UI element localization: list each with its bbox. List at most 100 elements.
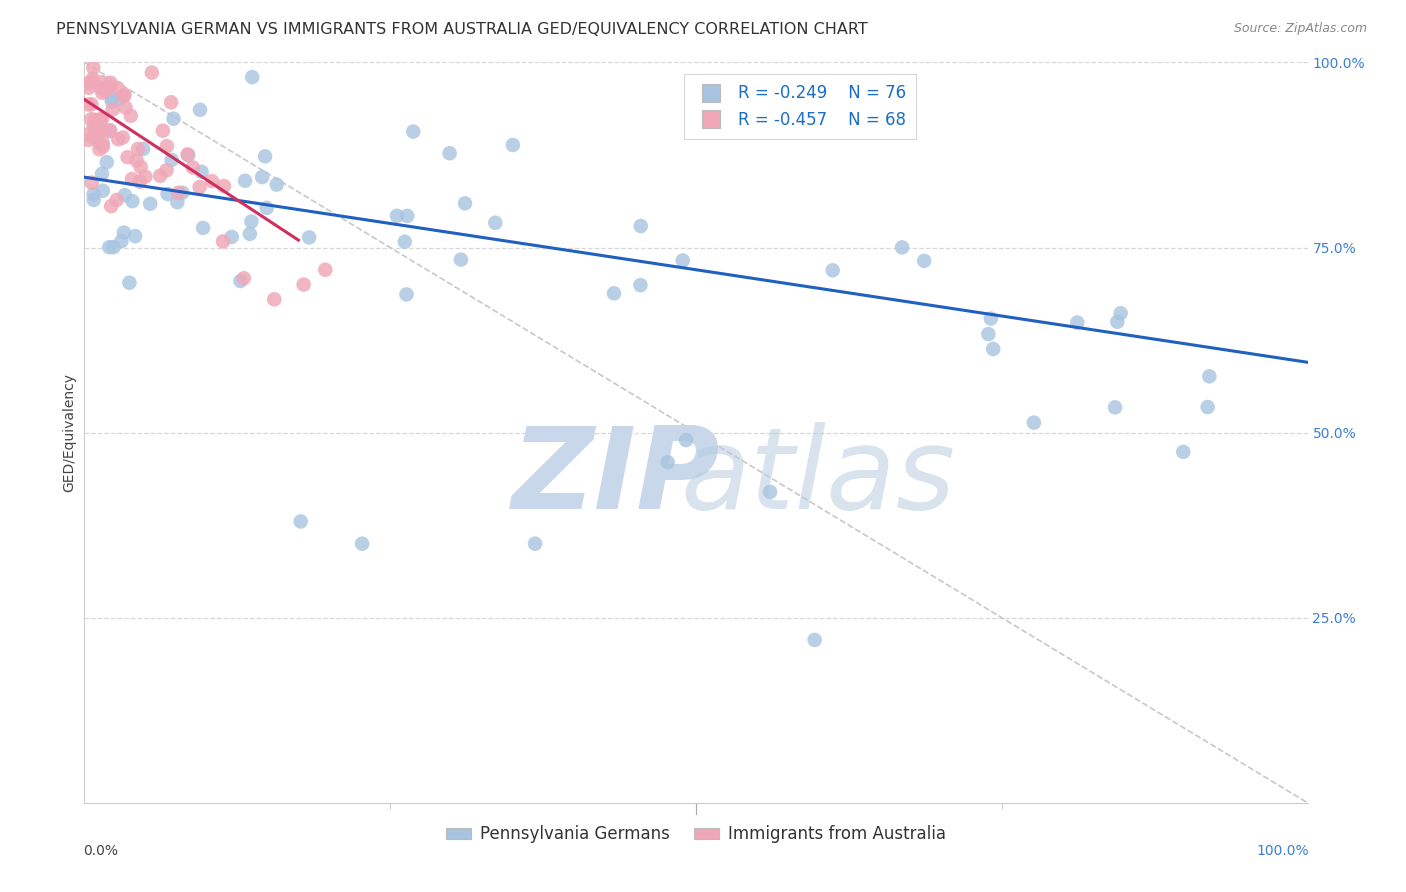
- Point: [394, 235, 416, 249]
- Text: atlas: atlas: [681, 422, 956, 533]
- Point: [89, 112, 111, 127]
- Point: [396, 209, 419, 223]
- Point: [98, 240, 121, 254]
- Point: [981, 342, 1004, 356]
- Point: [1173, 445, 1195, 459]
- Point: [298, 230, 321, 244]
- Point: [821, 263, 844, 277]
- Point: [86, 119, 108, 133]
- Point: [759, 484, 782, 499]
- Point: [105, 193, 128, 207]
- Point: [94, 83, 117, 97]
- Point: [134, 169, 156, 184]
- Point: [980, 311, 1002, 326]
- Point: [98, 124, 121, 138]
- Point: [91, 184, 114, 198]
- Point: [112, 226, 135, 240]
- Point: [657, 455, 679, 469]
- Point: [121, 194, 143, 208]
- Point: [232, 271, 254, 285]
- Text: Source: ZipAtlas.com: Source: ZipAtlas.com: [1233, 22, 1367, 36]
- Point: [83, 193, 105, 207]
- Point: [1066, 316, 1088, 330]
- Point: [221, 230, 243, 244]
- Point: [152, 123, 174, 137]
- Point: [160, 95, 183, 110]
- Point: [101, 95, 124, 109]
- Point: [181, 161, 204, 175]
- Point: [121, 172, 143, 186]
- Point: [101, 91, 124, 105]
- Point: [167, 186, 190, 200]
- Point: [402, 125, 425, 139]
- Point: [77, 97, 100, 112]
- Point: [240, 70, 263, 84]
- Point: [100, 199, 122, 213]
- Point: [82, 130, 104, 145]
- Point: [292, 277, 315, 292]
- Point: [266, 178, 288, 192]
- Point: [201, 174, 224, 188]
- Point: [100, 76, 122, 90]
- Point: [1197, 400, 1219, 414]
- Point: [314, 262, 336, 277]
- Point: [229, 274, 252, 288]
- Text: 0.0%: 0.0%: [83, 844, 118, 857]
- Point: [90, 124, 112, 138]
- Point: [80, 176, 103, 190]
- Y-axis label: GED/Equivalency: GED/Equivalency: [62, 373, 76, 492]
- Point: [108, 92, 131, 106]
- Legend: Pennsylvania Germans, Immigrants from Australia: Pennsylvania Germans, Immigrants from Au…: [440, 819, 952, 850]
- Point: [80, 97, 103, 112]
- Point: [176, 147, 198, 161]
- Point: [105, 81, 128, 95]
- Point: [96, 155, 118, 169]
- Point: [250, 170, 273, 185]
- Point: [83, 120, 105, 134]
- Point: [77, 80, 100, 95]
- Point: [912, 253, 935, 268]
- Point: [91, 75, 114, 89]
- Point: [129, 160, 152, 174]
- Point: [891, 240, 914, 254]
- Point: [803, 632, 825, 647]
- Point: [103, 240, 125, 254]
- Point: [630, 219, 652, 233]
- Point: [114, 87, 136, 102]
- Point: [385, 209, 408, 223]
- Point: [454, 196, 477, 211]
- Point: [212, 179, 235, 194]
- Point: [132, 142, 155, 156]
- Point: [1109, 306, 1132, 320]
- Point: [139, 196, 162, 211]
- Point: [83, 112, 105, 127]
- Point: [112, 89, 135, 103]
- Point: [124, 229, 146, 244]
- Point: [89, 142, 111, 156]
- Point: [91, 86, 114, 100]
- Point: [156, 186, 179, 201]
- Point: [90, 40, 112, 54]
- Point: [107, 132, 129, 146]
- Point: [114, 101, 136, 115]
- Point: [82, 75, 104, 89]
- Point: [254, 149, 277, 163]
- Point: [603, 286, 626, 301]
- Point: [256, 201, 278, 215]
- Point: [160, 153, 183, 167]
- Point: [450, 252, 472, 267]
- Point: [439, 146, 461, 161]
- Point: [91, 136, 114, 150]
- Point: [90, 81, 112, 95]
- Point: [110, 234, 132, 248]
- Point: [91, 167, 114, 181]
- Point: [86, 46, 108, 61]
- Point: [82, 61, 104, 75]
- Point: [80, 112, 103, 127]
- Point: [188, 180, 211, 194]
- Text: 100.0%: 100.0%: [1256, 844, 1309, 857]
- Point: [114, 188, 136, 202]
- Point: [166, 195, 188, 210]
- Point: [240, 214, 263, 228]
- Point: [290, 515, 312, 529]
